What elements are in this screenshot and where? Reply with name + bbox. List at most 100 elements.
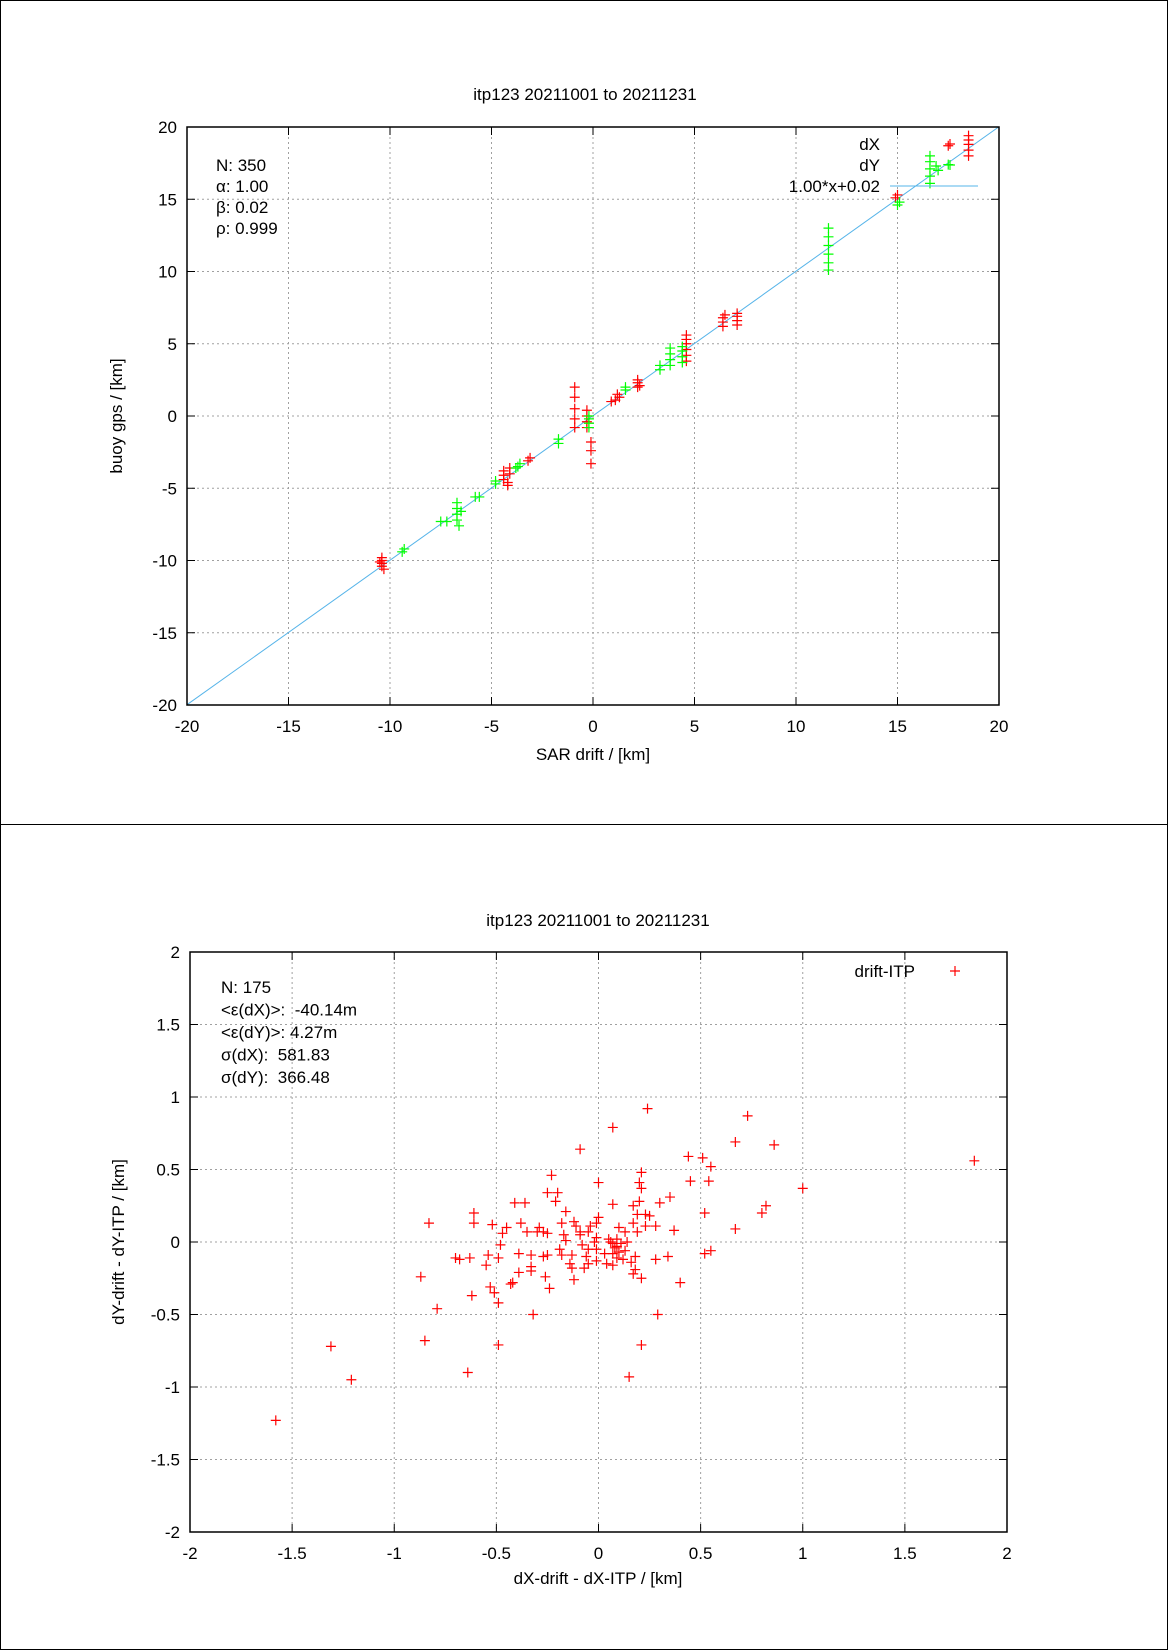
x-tick-label: 0.5 bbox=[689, 1544, 713, 1563]
y-tick-label: 20 bbox=[158, 118, 177, 137]
data-point bbox=[493, 1297, 504, 1308]
data-point bbox=[553, 438, 564, 449]
data-point bbox=[415, 1271, 426, 1282]
data-point bbox=[481, 1260, 492, 1271]
data-point bbox=[620, 384, 631, 395]
data-point bbox=[742, 1110, 753, 1121]
data-point bbox=[636, 1273, 647, 1284]
data-point bbox=[636, 1339, 647, 1350]
x-tick-label: -15 bbox=[276, 717, 301, 736]
data-point bbox=[585, 437, 596, 448]
data-point bbox=[525, 452, 536, 463]
y-tick-label: 0 bbox=[171, 1233, 180, 1252]
data-point bbox=[685, 1176, 696, 1187]
data-point bbox=[497, 1228, 508, 1239]
data-point bbox=[650, 1221, 661, 1232]
x-tick-label: 0 bbox=[588, 717, 597, 736]
data-point bbox=[550, 1196, 561, 1207]
y-tick-label: -2 bbox=[165, 1523, 180, 1542]
data-point bbox=[823, 249, 834, 260]
data-point bbox=[560, 1235, 571, 1246]
y-tick-label: 10 bbox=[158, 263, 177, 282]
data-point bbox=[566, 1250, 577, 1261]
data-point bbox=[346, 1374, 357, 1385]
data-point bbox=[628, 1268, 639, 1279]
data-point bbox=[607, 1122, 618, 1133]
data-point bbox=[542, 1228, 553, 1239]
x-tick-label: 5 bbox=[690, 717, 699, 736]
chart-title: itp123 20211001 to 20211231 bbox=[473, 85, 696, 104]
data-point bbox=[730, 1136, 741, 1147]
data-point bbox=[705, 1245, 716, 1256]
data-point bbox=[483, 1250, 494, 1261]
y-tick-label: 2 bbox=[171, 943, 180, 962]
data-point bbox=[611, 1252, 622, 1263]
data-point bbox=[512, 461, 523, 472]
data-point bbox=[634, 1177, 645, 1188]
data-point bbox=[585, 445, 596, 456]
data-point bbox=[569, 413, 580, 424]
data-point bbox=[493, 1339, 504, 1350]
x-tick-label: 1 bbox=[798, 1544, 807, 1563]
data-point bbox=[569, 422, 580, 433]
legend-marker bbox=[945, 139, 955, 149]
x-tick-label: -10 bbox=[378, 717, 403, 736]
data-point bbox=[654, 1197, 665, 1208]
y-tick-label: 1 bbox=[171, 1088, 180, 1107]
data-point bbox=[823, 231, 834, 242]
stats-line: <ε(dY)>: 4.27m bbox=[221, 1023, 337, 1042]
data-point bbox=[675, 1277, 686, 1288]
y-tick-label: 5 bbox=[168, 335, 177, 354]
data-point bbox=[378, 564, 389, 575]
legend-marker bbox=[945, 160, 955, 170]
data-point bbox=[490, 476, 501, 487]
data-point bbox=[823, 223, 834, 234]
data-point bbox=[546, 1170, 557, 1181]
data-point bbox=[589, 1237, 600, 1247]
data-point bbox=[495, 1239, 506, 1250]
data-point bbox=[634, 1196, 645, 1207]
data-point bbox=[569, 403, 580, 414]
data-point bbox=[489, 1287, 500, 1298]
data-point bbox=[513, 1248, 524, 1259]
stats-line: <ε(dX)>: -40.14m bbox=[221, 1001, 357, 1020]
plot-sar-vs-gps: -20 -15 -10 -5 0 5 10 15 20 -20 -15 -10 -5 0 5 10 15 20 it… bbox=[107, 85, 1008, 764]
data-point bbox=[474, 491, 485, 502]
data-point bbox=[620, 1226, 631, 1237]
data-point bbox=[462, 1367, 473, 1378]
stats-line: N: 175 bbox=[221, 978, 271, 997]
stats-line: σ(dY): 366.48 bbox=[221, 1068, 330, 1087]
x-tick-label: 0 bbox=[594, 1544, 603, 1563]
data-point bbox=[397, 546, 408, 557]
y-tick-label: -10 bbox=[152, 552, 177, 571]
data-point bbox=[591, 1232, 602, 1243]
data-point bbox=[636, 1183, 647, 1194]
data-point bbox=[607, 1260, 618, 1271]
data-point bbox=[699, 1208, 710, 1218]
data-point bbox=[601, 1258, 612, 1269]
data-point bbox=[585, 458, 596, 469]
data-point bbox=[697, 1152, 708, 1163]
data-point bbox=[640, 1221, 651, 1232]
data-point bbox=[593, 1177, 604, 1188]
y-tick-label: -5 bbox=[162, 479, 177, 498]
data-point bbox=[931, 161, 942, 172]
y-tick-label: 15 bbox=[158, 190, 177, 209]
data-point bbox=[454, 520, 465, 531]
data-point bbox=[569, 392, 580, 403]
data-point bbox=[605, 1237, 616, 1247]
x-tick-label: 20 bbox=[990, 717, 1009, 736]
data-point bbox=[566, 1263, 577, 1274]
data-point bbox=[569, 382, 580, 393]
data-point bbox=[606, 396, 617, 407]
data-point bbox=[526, 1266, 537, 1276]
data-point bbox=[552, 1187, 563, 1198]
data-point bbox=[542, 1187, 553, 1198]
data-point bbox=[542, 1250, 553, 1261]
data-point bbox=[705, 1161, 716, 1172]
stats-line: σ(dX): 581.83 bbox=[221, 1046, 330, 1065]
data-point bbox=[632, 1209, 643, 1220]
data-point bbox=[609, 1242, 620, 1253]
series-drift-itp bbox=[270, 1103, 980, 1426]
